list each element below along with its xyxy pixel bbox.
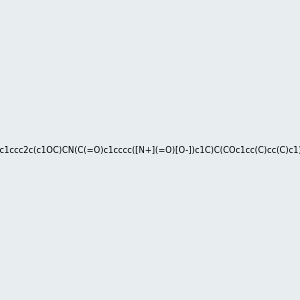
Text: COc1ccc2c(c1OC)CN(C(=O)c1cccc([N+](=O)[O-])c1C)C(COc1cc(C)cc(C)c1)C2: COc1ccc2c(c1OC)CN(C(=O)c1cccc([N+](=O)[O… xyxy=(0,146,300,154)
